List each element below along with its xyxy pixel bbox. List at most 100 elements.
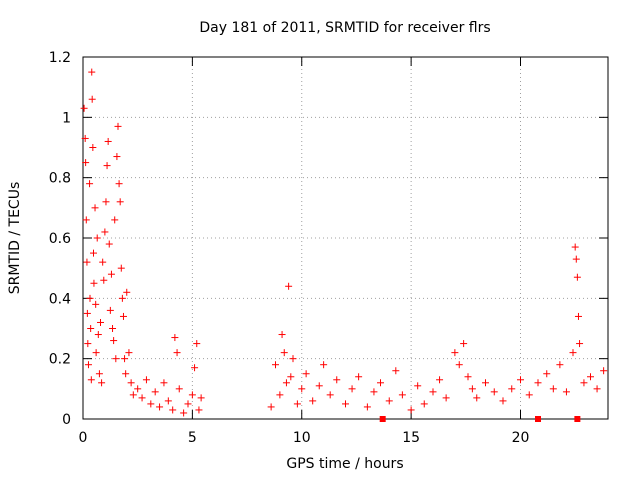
data-point [116, 198, 124, 206]
x-tick-label: 5 [188, 430, 197, 446]
data-point [571, 243, 579, 251]
data-point [123, 288, 131, 296]
data-point [490, 388, 498, 396]
y-axis-label: SRMTID / TECUs [7, 182, 23, 295]
data-point [113, 153, 121, 161]
data-point [98, 379, 106, 387]
data-point [104, 137, 112, 145]
data-point [302, 370, 310, 378]
data-point [110, 337, 118, 345]
data-point [147, 400, 155, 408]
data-point [111, 216, 119, 224]
data-point [573, 273, 581, 281]
data-point [468, 385, 476, 393]
data-point [278, 331, 286, 339]
data-point [103, 162, 111, 170]
data-point [482, 379, 489, 387]
data-point [89, 144, 97, 151]
data-point [587, 373, 594, 381]
data-point [285, 282, 293, 290]
data-point [197, 394, 205, 402]
data-point [309, 397, 317, 405]
data-point [549, 385, 557, 393]
data-point [88, 68, 96, 76]
data-point [267, 403, 275, 411]
data-point [442, 394, 450, 402]
data-point [289, 355, 297, 363]
data-point [93, 234, 101, 242]
data-point [119, 312, 127, 320]
data-point [460, 340, 468, 348]
data-point [593, 385, 601, 393]
data-point [562, 388, 570, 396]
data-point [90, 249, 97, 257]
data-point [138, 394, 146, 402]
data-point [298, 385, 306, 393]
data-point [86, 180, 94, 188]
y-tick-label: 1.2 [49, 50, 71, 66]
y-tick-label: 0 [62, 412, 71, 428]
data-point [191, 364, 199, 372]
data-point [121, 355, 129, 363]
zero-marker [379, 416, 386, 422]
data-point [326, 391, 334, 399]
data-point [572, 255, 580, 263]
data-point [348, 385, 356, 393]
data-point [115, 180, 123, 188]
plot-frame [82, 56, 609, 420]
data-point [84, 361, 92, 369]
data-point [385, 397, 393, 405]
x-tick-label: 15 [402, 430, 420, 446]
data-point [127, 379, 135, 387]
data-point [407, 406, 415, 414]
data-point [117, 264, 125, 272]
data-point [569, 349, 577, 357]
x-tick-label: 20 [512, 430, 530, 446]
data-point [129, 391, 137, 399]
data-point [534, 379, 542, 387]
chart-title: Day 181 of 2011, SRMTID for receiver flr… [199, 20, 490, 36]
data-point [142, 376, 150, 384]
data-point [574, 312, 582, 320]
data-point [455, 361, 463, 369]
data-point [392, 367, 400, 375]
data-point [543, 370, 551, 378]
data-point [92, 300, 100, 308]
data-point [84, 340, 92, 348]
data-point [88, 95, 96, 103]
data-point [175, 385, 183, 393]
data-point [451, 349, 459, 357]
data-point [272, 361, 279, 369]
data-point [86, 294, 94, 302]
data-point [556, 361, 564, 369]
data-point [106, 306, 114, 314]
data-point [333, 376, 341, 384]
data-point [95, 370, 103, 378]
data-point [420, 400, 428, 408]
data-point [282, 379, 290, 387]
data-point [156, 403, 164, 411]
data-point [151, 388, 159, 396]
data-point [276, 391, 284, 399]
data-point [169, 406, 177, 414]
data-point [112, 355, 120, 363]
data-point [82, 159, 90, 167]
data-point [508, 385, 516, 393]
data-point [342, 400, 349, 408]
data-point [105, 240, 113, 248]
data-point [122, 370, 130, 378]
data-point [83, 258, 91, 266]
data-point [320, 361, 328, 369]
data-point [195, 406, 203, 414]
data-point [464, 373, 472, 381]
data-point [91, 204, 99, 212]
data-point [377, 379, 384, 387]
data-point [87, 325, 95, 332]
data-point [83, 309, 91, 317]
data-point [473, 394, 481, 402]
data-point [363, 403, 371, 411]
data-point [499, 397, 507, 405]
data-point [97, 318, 104, 326]
data-point [580, 379, 588, 387]
